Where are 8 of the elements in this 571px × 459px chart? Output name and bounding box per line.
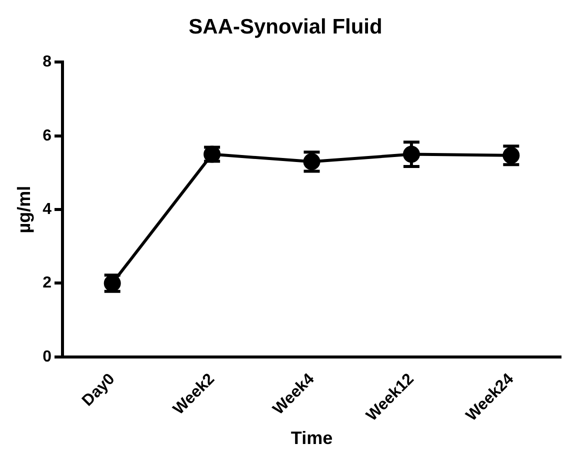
- x-axis-title: Time: [290, 428, 333, 448]
- y-tick-label: 8: [42, 54, 52, 71]
- y-axis-title: µg/ml: [14, 186, 34, 234]
- y-tick-label: 0: [42, 348, 52, 366]
- y-tick-label: 4: [42, 200, 52, 218]
- y-tick-label: 6: [42, 127, 52, 144]
- chart-title: SAA-Synovial Fluid: [188, 15, 382, 38]
- y-tick-label: 2: [42, 274, 52, 292]
